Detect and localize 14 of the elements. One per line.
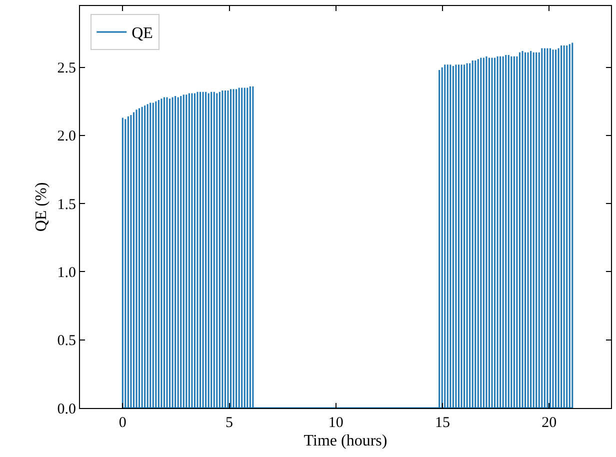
y-axis-title: QE (%)	[33, 182, 50, 232]
legend-label: QE	[132, 25, 153, 42]
y-tick-label: 1.0	[57, 264, 76, 281]
x-axis-title: Time (hours)	[304, 432, 388, 450]
x-tick-label: 5	[226, 415, 234, 431]
y-tick-label: 2.5	[57, 60, 76, 77]
x-tick-label: 20	[542, 415, 557, 431]
x-tick-label: 0	[118, 415, 126, 431]
y-tick-label: 1.5	[57, 196, 76, 213]
x-tick-label: 10	[328, 415, 344, 431]
x-tick-label: 15	[435, 415, 450, 431]
y-tick-label: 0.0	[57, 401, 76, 418]
y-tick-label: 0.5	[57, 333, 76, 350]
y-tick-label: 2.0	[57, 128, 76, 145]
